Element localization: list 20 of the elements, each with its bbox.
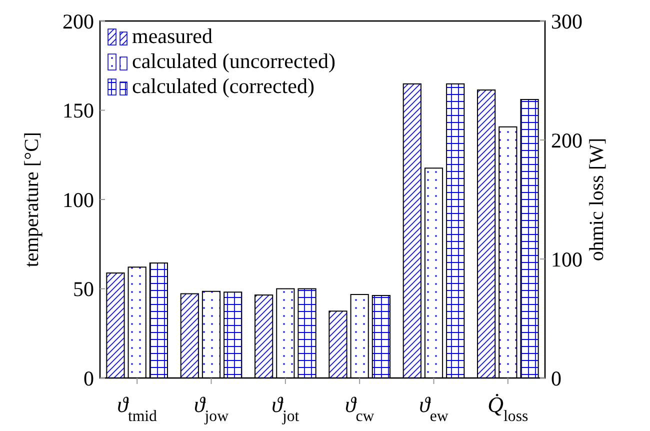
y2-axis-title: ohmic loss [W] [586, 138, 608, 262]
y-tick-label: 150 [62, 98, 94, 123]
y-tick-label: 0 [84, 366, 94, 390]
x-tick-label: ϑ$_{jot}$ [272, 392, 300, 424]
x-tick-label: ϑ$_{cw}$ [344, 392, 375, 424]
x-tick-label: ϑ$_{jow}$ [194, 392, 230, 424]
legend-label: measured [132, 24, 213, 48]
y-tick-label: 50 [73, 277, 94, 302]
x-tick-label: ϑ$_{tmid}$ [117, 392, 158, 424]
y-tick-label: 200 [62, 9, 94, 34]
x-tick-label: Q̇$_{loss}$ [488, 392, 528, 424]
y2-tick-label: 200 [551, 128, 582, 152]
y-axis-title: temperature [°C] [21, 132, 43, 268]
x-tick-label: ϑ$_{ew}$ [419, 392, 449, 424]
y2-tick-label: 300 [551, 9, 582, 34]
y-tick-label: 100 [62, 188, 94, 212]
legend-label: calculated (uncorrected) [132, 49, 336, 73]
legend-label: calculated (corrected) [132, 74, 314, 98]
y2-tick-label: 0 [551, 366, 562, 390]
y2-tick-label: 100 [551, 247, 582, 272]
